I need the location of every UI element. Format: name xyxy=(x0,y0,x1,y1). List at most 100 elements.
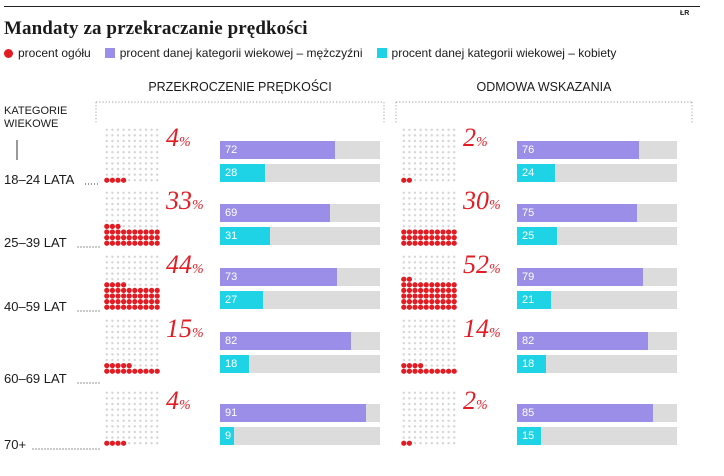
waffle-dot-empty xyxy=(441,430,445,434)
waffle-dot-empty xyxy=(424,145,428,148)
waffle-dot-empty xyxy=(436,353,439,356)
waffle-dot-empty xyxy=(408,266,411,270)
waffle-dot-empty xyxy=(452,272,456,275)
waffle-dot-empty xyxy=(452,150,456,154)
waffle-dot-empty xyxy=(441,255,445,259)
waffle-dot-empty xyxy=(430,219,434,223)
waffle-dot-filled xyxy=(401,282,407,288)
waffle-dot-filled xyxy=(154,298,160,305)
waffle-grid xyxy=(401,391,456,446)
waffle-dot-empty xyxy=(441,277,445,281)
waffle-dot-filled xyxy=(423,240,429,246)
waffle-dot-empty xyxy=(402,162,406,165)
waffle-dot-empty xyxy=(127,419,131,423)
waffle-dot-empty xyxy=(155,213,159,217)
waffle-dot-empty xyxy=(133,319,137,323)
total-percent-label: 4% xyxy=(166,388,191,419)
waffle-dot-filled xyxy=(120,368,127,374)
waffle-dot-empty xyxy=(127,402,131,406)
waffle-dot-empty xyxy=(150,197,153,200)
waffle-dot-empty xyxy=(155,402,159,406)
waffle-dot-empty xyxy=(150,397,153,400)
waffle-dot-empty xyxy=(402,261,406,264)
waffle-dot-filled xyxy=(126,368,132,374)
waffle-dot-empty xyxy=(408,353,411,356)
waffle-dot-empty xyxy=(413,191,417,195)
waffle-dot-empty xyxy=(105,277,109,281)
waffle-dot-empty xyxy=(105,128,109,132)
waffle-dot-filled xyxy=(120,362,127,369)
waffle-dot-empty xyxy=(116,266,120,270)
waffle-dot-empty xyxy=(139,425,142,428)
waffle-dot-empty xyxy=(144,150,148,154)
waffle-dot-empty xyxy=(408,358,411,362)
waffle-dot-empty xyxy=(139,430,142,434)
waffle-dot-empty xyxy=(139,397,142,400)
bar-women-value: 18 xyxy=(522,358,535,370)
waffle-dot-empty xyxy=(413,425,417,428)
waffle-dot-filled xyxy=(445,229,452,235)
waffle-dot-filled xyxy=(406,240,413,246)
waffle-dot-empty xyxy=(402,336,406,339)
waffle-dot-empty xyxy=(430,213,434,217)
waffle-dot-filled xyxy=(429,234,435,241)
waffle-dot-empty xyxy=(133,353,137,356)
waffle-grid xyxy=(401,255,457,310)
waffle-dot-empty xyxy=(402,225,406,228)
waffle-dot-empty xyxy=(419,277,422,281)
waffle-dot-empty xyxy=(452,191,456,195)
waffle-dot-empty xyxy=(413,430,417,434)
bar-men-value: 75 xyxy=(522,207,535,219)
waffle-dot-empty xyxy=(111,336,114,339)
waffle-dot-empty xyxy=(402,397,406,400)
waffle-dot-empty xyxy=(436,145,439,148)
waffle-dot-filled xyxy=(429,293,435,299)
waffle-dot-empty xyxy=(127,208,131,211)
waffle-dot-empty xyxy=(447,219,450,223)
waffle-dot-empty xyxy=(413,441,417,445)
waffle-dot-empty xyxy=(150,330,153,334)
waffle-dot-empty xyxy=(122,167,125,171)
waffle-dot-empty xyxy=(111,413,114,417)
waffle-dot-filled xyxy=(126,362,132,369)
legend-item-total: procent ogółu xyxy=(4,46,91,60)
waffle-dot-empty xyxy=(402,341,406,345)
waffle-dot-empty xyxy=(402,167,406,171)
waffle-dot-empty xyxy=(419,208,422,211)
waffle-dot-empty xyxy=(413,173,417,176)
waffle-dot-empty xyxy=(424,419,428,423)
waffle-dot-empty xyxy=(419,336,422,339)
waffle-dot-filled xyxy=(148,298,155,305)
waffle-dot-empty xyxy=(144,156,148,160)
waffle-dot-empty xyxy=(424,178,428,182)
waffle-dot-filled xyxy=(406,304,413,310)
waffle-dot-empty xyxy=(447,402,450,406)
waffle-dot-empty xyxy=(452,419,456,423)
waffle-dot-empty xyxy=(413,266,417,270)
waffle-dot-empty xyxy=(441,419,445,423)
waffle-dot-empty xyxy=(105,156,109,160)
waffle-dot-empty xyxy=(408,128,411,132)
waffle-dot-empty xyxy=(408,402,411,406)
waffle-dot-empty xyxy=(155,128,159,132)
waffle-dot-empty xyxy=(436,319,439,323)
waffle-dot-empty xyxy=(424,425,428,428)
waffle-dot-filled xyxy=(451,282,457,288)
waffle-dot-empty xyxy=(122,213,125,217)
waffle-dot-empty xyxy=(127,266,131,270)
waffle-dot-filled xyxy=(412,287,418,294)
waffle-dot-empty xyxy=(413,213,417,217)
waffle-dot-empty xyxy=(111,156,114,160)
waffle-dot-empty xyxy=(139,208,142,211)
total-percent-label: 14% xyxy=(463,316,501,347)
waffle-dot-empty xyxy=(408,430,411,434)
waffle-dot-empty xyxy=(436,150,439,154)
waffle-dot-empty xyxy=(122,358,125,362)
waffle-dot-empty xyxy=(402,272,406,275)
waffle-dot-empty xyxy=(133,213,137,217)
bar-women-value: 9 xyxy=(225,430,232,442)
percent-sign: % xyxy=(489,262,501,277)
category-header: KATEGORIE WIEKOWE xyxy=(4,105,68,130)
legend-swatch-men xyxy=(104,48,115,58)
waffle-dot-empty xyxy=(413,277,417,281)
